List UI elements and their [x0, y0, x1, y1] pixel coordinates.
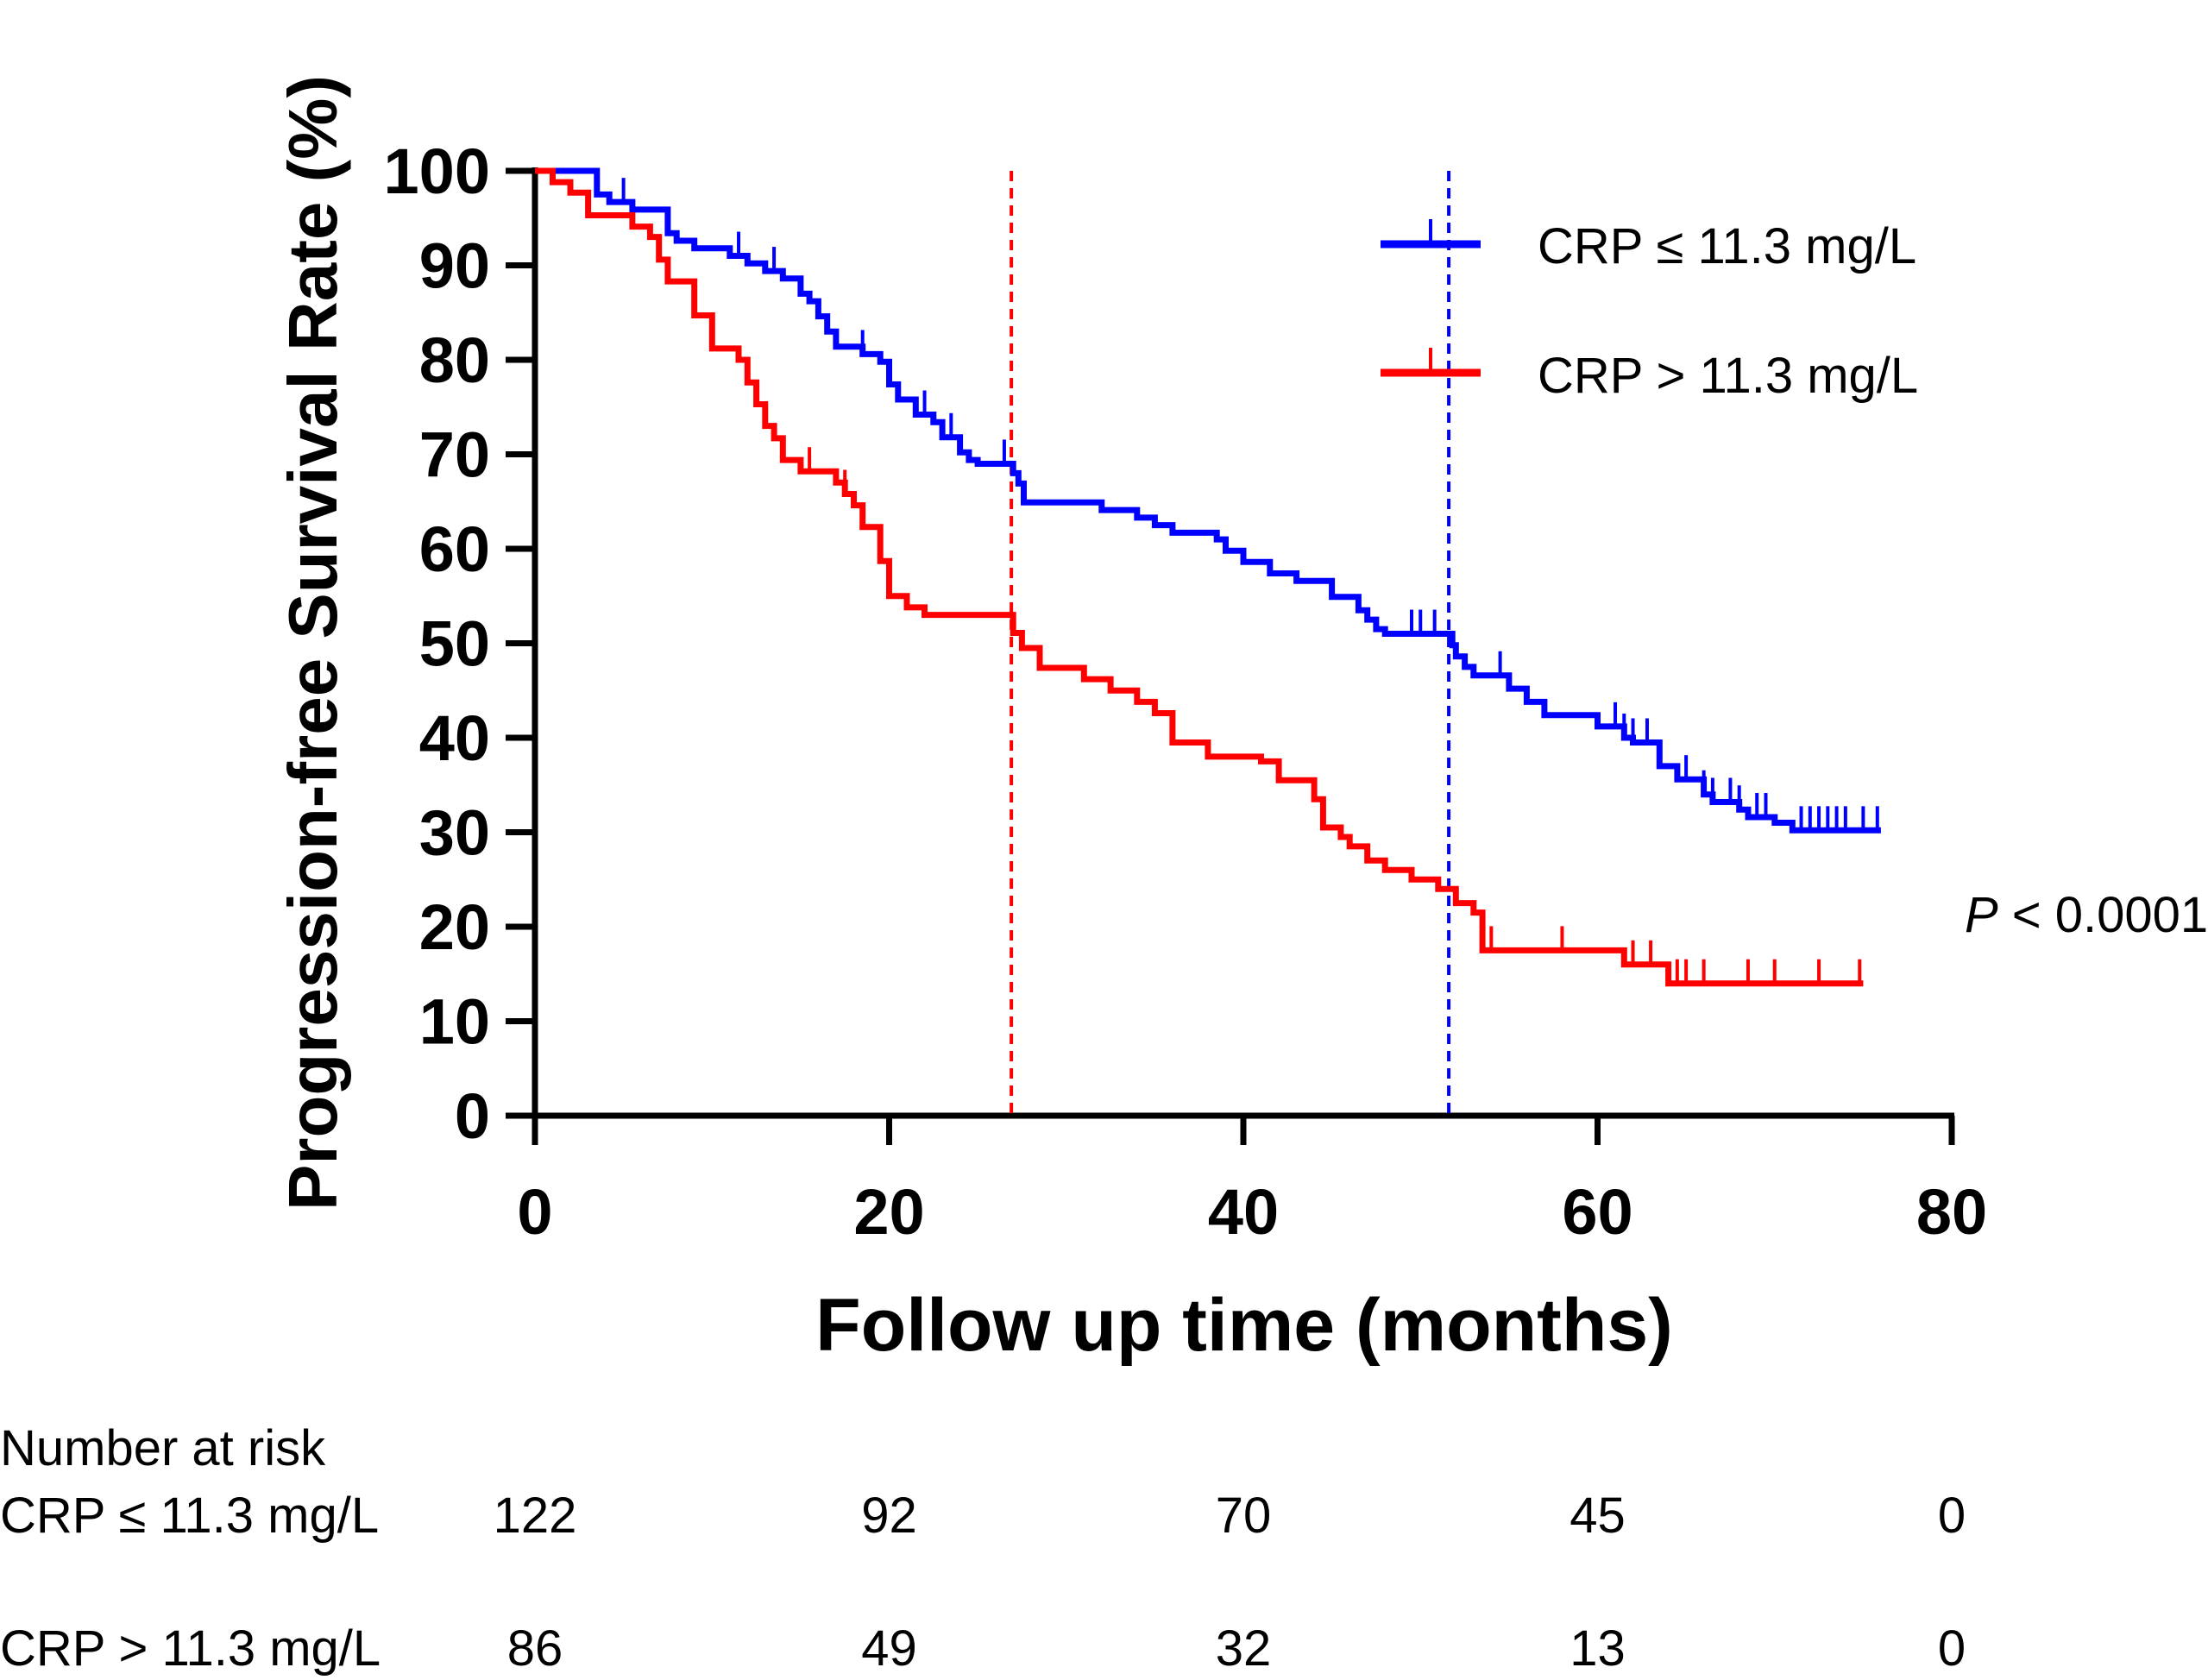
tick-labels: 0 10 20 30 40 50 60 70 80 90 100 0 20 40 60 80: [384, 135, 1988, 1248]
risk-value: 86: [507, 1620, 563, 1677]
risk-value: 92: [861, 1488, 917, 1544]
y-tick-label: 50: [419, 608, 490, 680]
risk-values: 122 92 70 45 0 86 49 32 13 0: [494, 1488, 1966, 1677]
risk-value: 45: [1570, 1488, 1626, 1544]
median-lines: [1010, 171, 1451, 1116]
p-value-text: < 0.0001: [1998, 887, 2208, 943]
y-tick-label: 60: [419, 513, 490, 585]
y-axis-title: Progression-free Survival Rate (%): [274, 75, 351, 1211]
survival-curve-series-2: [535, 167, 1864, 987]
risk-value: 70: [1216, 1488, 1272, 1544]
y-tick-label: 20: [419, 891, 490, 963]
risk-value: 122: [494, 1488, 577, 1544]
censor-marks: [621, 178, 1879, 984]
legend-label-series-2: CRP > 11.3 mg/L: [1538, 348, 1918, 404]
risk-row-label-2: CRP > 11.3 mg/L: [0, 1620, 381, 1677]
x-tick-label: 80: [1916, 1176, 1987, 1248]
survival-curve-series-1: [535, 167, 1881, 834]
risk-table: Number at risk CRP ≤ 11.3 mg/L CRP > 11.…: [0, 1420, 1966, 1677]
risk-value: 0: [1938, 1488, 1966, 1544]
p-value: P < 0.0001: [1965, 887, 2208, 943]
y-tick-label: 30: [419, 797, 490, 869]
risk-value: 0: [1938, 1620, 1966, 1677]
y-tick-label: 80: [419, 324, 490, 396]
axes: [506, 167, 1955, 1145]
x-tick-label: 0: [517, 1176, 552, 1248]
y-tick-label: 40: [419, 702, 490, 774]
y-tick-label: 10: [419, 986, 490, 1058]
legend-label-series-1: CRP ≤ 11.3 mg/L: [1538, 218, 1916, 274]
risk-table-title: Number at risk: [0, 1420, 326, 1476]
risk-value: 49: [861, 1620, 917, 1677]
y-tick-label: 70: [419, 419, 490, 491]
x-axis-title: Follow up time (months): [815, 1284, 1673, 1367]
survival-curves: [535, 167, 1881, 987]
risk-value: 32: [1216, 1620, 1272, 1677]
x-tick-label: 20: [853, 1176, 924, 1248]
risk-row-label-1: CRP ≤ 11.3 mg/L: [0, 1488, 379, 1544]
x-tick-label: 40: [1208, 1176, 1279, 1248]
x-tick-label: 60: [1562, 1176, 1632, 1248]
risk-value: 13: [1570, 1620, 1626, 1677]
legend: CRP ≤ 11.3 mg/L CRP > 11.3 mg/L: [1381, 218, 1918, 404]
p-value-prefix: P: [1965, 887, 1998, 943]
y-tick-label: 90: [419, 230, 490, 302]
y-tick-label: 100: [384, 135, 490, 207]
y-tick-label: 0: [455, 1080, 490, 1152]
